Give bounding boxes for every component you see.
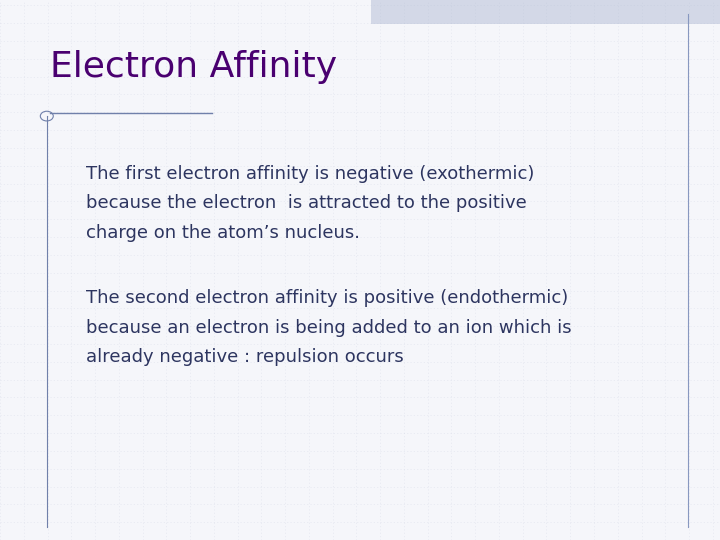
Text: The first electron affinity is negative (exothermic): The first electron affinity is negative … (86, 165, 535, 183)
Text: because the electron  is attracted to the positive: because the electron is attracted to the… (86, 194, 527, 212)
Text: charge on the atom’s nucleus.: charge on the atom’s nucleus. (86, 224, 361, 242)
Text: The second electron affinity is positive (endothermic): The second electron affinity is positive… (86, 289, 569, 307)
Bar (371, 0, 720, 24)
Text: already negative : repulsion occurs: already negative : repulsion occurs (86, 348, 404, 366)
Text: Electron Affinity: Electron Affinity (50, 50, 338, 84)
Text: because an electron is being added to an ion which is: because an electron is being added to an… (86, 319, 572, 336)
